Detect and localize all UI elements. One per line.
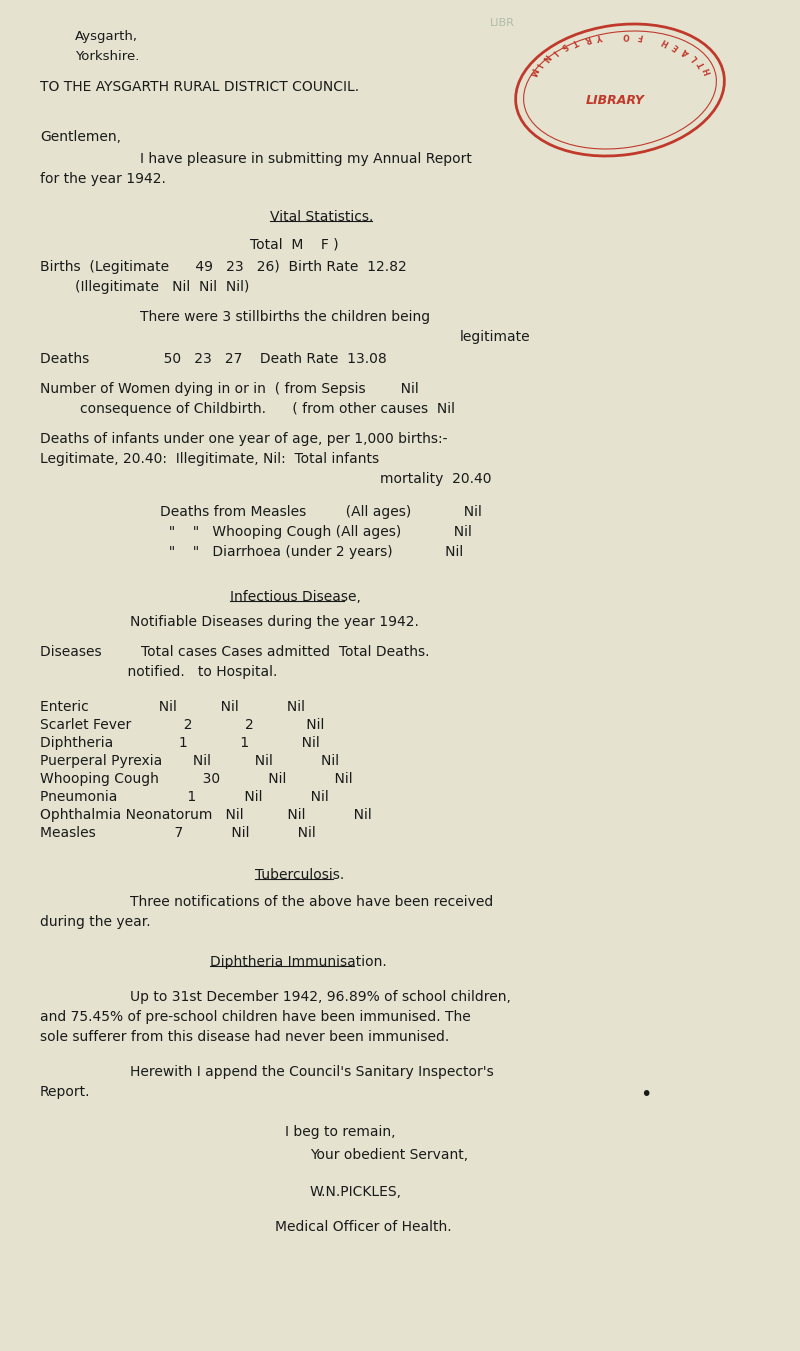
Text: •: • xyxy=(640,1085,651,1104)
Text: "    "   Diarrhoea (under 2 years)            Nil: " " Diarrhoea (under 2 years) Nil xyxy=(160,544,463,559)
Text: "    "   Whooping Cough (All ages)            Nil: " " Whooping Cough (All ages) Nil xyxy=(160,526,472,539)
Text: Scarlet Fever            2            2            Nil: Scarlet Fever 2 2 Nil xyxy=(40,717,324,732)
Text: T: T xyxy=(697,59,707,69)
Text: Number of Women dying in or in  ( from Sepsis        Nil: Number of Women dying in or in ( from Se… xyxy=(40,382,418,396)
Text: Yorkshire.: Yorkshire. xyxy=(75,50,139,63)
Text: Pneumonia                1           Nil           Nil: Pneumonia 1 Nil Nil xyxy=(40,790,329,804)
Text: Measles                  7           Nil           Nil: Measles 7 Nil Nil xyxy=(40,825,316,840)
Text: during the year.: during the year. xyxy=(40,915,150,929)
Text: I beg to remain,: I beg to remain, xyxy=(285,1125,395,1139)
Text: notified.   to Hospital.: notified. to Hospital. xyxy=(40,665,278,680)
Text: mortality  20.40: mortality 20.40 xyxy=(380,471,491,486)
Text: Deaths                 50   23   27    Death Rate  13.08: Deaths 50 23 27 Death Rate 13.08 xyxy=(40,353,386,366)
Text: H: H xyxy=(702,66,713,76)
Text: W.N.PICKLES,: W.N.PICKLES, xyxy=(310,1185,402,1198)
Text: I: I xyxy=(550,47,558,55)
Text: R: R xyxy=(583,34,592,43)
Text: Aysgarth,: Aysgarth, xyxy=(75,30,138,43)
Text: Gentlemen,: Gentlemen, xyxy=(40,130,121,145)
Text: LIBR: LIBR xyxy=(490,18,515,28)
Text: Three notifications of the above have been received: Three notifications of the above have be… xyxy=(130,894,494,909)
Text: Your obedient Servant,: Your obedient Servant, xyxy=(310,1148,468,1162)
Text: Births  (Legitimate      49   23   26)  Birth Rate  12.82: Births (Legitimate 49 23 26) Birth Rate … xyxy=(40,259,406,274)
Text: A: A xyxy=(681,46,691,57)
Text: L: L xyxy=(690,53,700,62)
Text: Herewith I append the Council's Sanitary Inspector's: Herewith I append the Council's Sanitary… xyxy=(130,1065,494,1079)
Text: Ophthalmia Neonatorum   Nil          Nil           Nil: Ophthalmia Neonatorum Nil Nil Nil xyxy=(40,808,372,821)
Text: Total  M    F ): Total M F ) xyxy=(250,238,338,253)
Text: H: H xyxy=(660,36,670,47)
Text: Report.: Report. xyxy=(40,1085,90,1098)
Text: Up to 31st December 1942, 96.89% of school children,: Up to 31st December 1942, 96.89% of scho… xyxy=(130,990,511,1004)
Text: TO THE AYSGARTH RURAL DISTRICT COUNCIL.: TO THE AYSGARTH RURAL DISTRICT COUNCIL. xyxy=(40,80,359,95)
Text: O: O xyxy=(623,31,630,41)
Text: S: S xyxy=(559,41,569,51)
Text: Deaths from Measles         (All ages)            Nil: Deaths from Measles (All ages) Nil xyxy=(160,505,482,519)
Text: M: M xyxy=(527,66,538,77)
Text: Puerperal Pyrexia       Nil          Nil           Nil: Puerperal Pyrexia Nil Nil Nil xyxy=(40,754,339,767)
Text: Legitimate, 20.40:  Illegitimate, Nil:  Total infants: Legitimate, 20.40: Illegitimate, Nil: To… xyxy=(40,453,379,466)
Text: Y: Y xyxy=(597,31,604,42)
Text: for the year 1942.: for the year 1942. xyxy=(40,172,166,186)
Text: I: I xyxy=(534,61,542,68)
Text: Medical Officer of Health.: Medical Officer of Health. xyxy=(275,1220,452,1233)
Text: Enteric                Nil          Nil           Nil: Enteric Nil Nil Nil xyxy=(40,700,305,713)
Text: Vital Statistics.: Vital Statistics. xyxy=(270,209,374,224)
Text: T: T xyxy=(570,36,580,47)
Text: (Illegitimate   Nil  Nil  Nil): (Illegitimate Nil Nil Nil) xyxy=(40,280,250,295)
Text: Notifiable Diseases during the year 1942.: Notifiable Diseases during the year 1942… xyxy=(130,615,419,630)
Text: legitimate: legitimate xyxy=(460,330,530,345)
Text: Diphtheria Immunisation.: Diphtheria Immunisation. xyxy=(210,955,386,969)
Text: I have pleasure in submitting my Annual Report: I have pleasure in submitting my Annual … xyxy=(140,153,472,166)
Text: Tuberculosis.: Tuberculosis. xyxy=(255,867,344,882)
Text: Diseases         Total cases Cases admitted  Total Deaths.: Diseases Total cases Cases admitted Tota… xyxy=(40,644,430,659)
Text: Deaths of infants under one year of age, per 1,000 births:-: Deaths of infants under one year of age,… xyxy=(40,432,447,446)
Text: There were 3 stillbirths the children being: There were 3 stillbirths the children be… xyxy=(140,309,430,324)
Text: and 75.45% of pre-school children have been immunised. The: and 75.45% of pre-school children have b… xyxy=(40,1011,470,1024)
Text: LIBRARY: LIBRARY xyxy=(586,93,645,107)
Text: E: E xyxy=(671,41,681,51)
Text: Diphtheria               1            1            Nil: Diphtheria 1 1 Nil xyxy=(40,736,320,750)
Text: F: F xyxy=(636,31,643,42)
Text: Whooping Cough          30           Nil           Nil: Whooping Cough 30 Nil Nil xyxy=(40,771,353,786)
Text: Infectious Disease,: Infectious Disease, xyxy=(230,590,361,604)
Text: consequence of Childbirth.      ( from other causes  Nil: consequence of Childbirth. ( from other … xyxy=(80,403,455,416)
Text: N: N xyxy=(540,53,550,62)
Text: sole sufferer from this disease had never been immunised.: sole sufferer from this disease had neve… xyxy=(40,1029,450,1044)
